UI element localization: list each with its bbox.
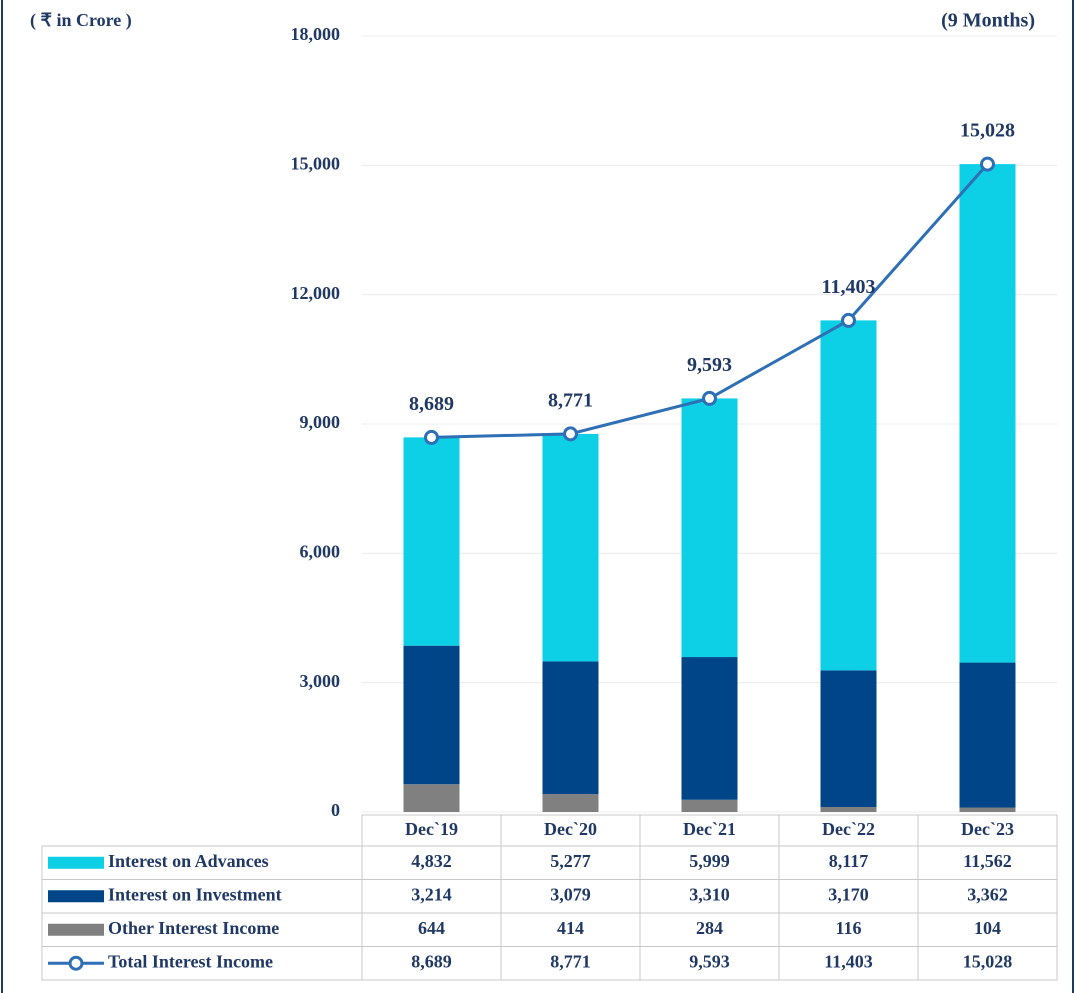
y-tick-label: 3,000 <box>300 671 341 691</box>
table-value: 414 <box>557 918 584 938</box>
table-value: 3,170 <box>828 884 869 904</box>
bar-segment <box>820 806 877 812</box>
x-tick-label: Dec`23 <box>961 819 1014 839</box>
bar-segment <box>403 784 460 812</box>
line-marker <box>563 426 578 442</box>
bar-segment <box>403 645 460 785</box>
bar-segment <box>681 799 738 812</box>
legend-swatch <box>48 923 104 936</box>
table-cell <box>917 946 1058 981</box>
bar-segment <box>820 670 877 807</box>
table-value: 11,403 <box>824 951 873 971</box>
bar-segment <box>681 657 738 800</box>
bar-segment <box>403 437 460 646</box>
bar-segment <box>959 662 1016 808</box>
legend-swatch <box>48 890 104 903</box>
bar-segment <box>681 398 738 658</box>
unit-label: ( ₹ in Crore ) <box>30 10 132 31</box>
legend-swatch <box>48 856 104 869</box>
table-value: 3,079 <box>550 884 591 904</box>
bar-segment <box>820 320 877 671</box>
y-tick-label: 15,000 <box>291 153 341 173</box>
bar-segment <box>542 794 599 812</box>
table-value: 3,214 <box>411 884 452 904</box>
line-marker <box>702 390 717 406</box>
table-value: 5,999 <box>689 851 730 871</box>
table-value: 644 <box>418 918 445 938</box>
bar-segment <box>959 164 1016 663</box>
y-tick-label: 9,000 <box>300 412 341 432</box>
table-value: 5,277 <box>550 851 591 871</box>
table-value: 9,593 <box>689 951 730 971</box>
legend-label: Interest on Investment <box>108 884 282 904</box>
data-label: 9,593 <box>687 354 732 376</box>
y-tick-label: 12,000 <box>291 283 341 303</box>
annotation: (9 Months) <box>941 10 1035 32</box>
table-value: 8,117 <box>829 851 869 871</box>
legend-marker <box>68 955 84 971</box>
table-value: 8,771 <box>550 951 591 971</box>
x-tick-label: Dec`21 <box>683 819 736 839</box>
table-value: 4,832 <box>411 851 452 871</box>
legend-label: Total Interest Income <box>108 951 273 971</box>
table-value: 116 <box>835 918 861 938</box>
bar-segment <box>542 433 599 662</box>
data-label: 8,771 <box>548 389 593 411</box>
data-label: 15,028 <box>960 120 1015 142</box>
y-tick-label: 6,000 <box>300 541 341 561</box>
table-value: 15,028 <box>963 951 1013 971</box>
legend-label: Interest on Advances <box>108 851 269 871</box>
table-value: 104 <box>974 918 1001 938</box>
table-value: 284 <box>696 918 723 938</box>
line-marker <box>980 156 995 172</box>
table-value: 11,562 <box>963 851 1012 871</box>
x-tick-label: Dec`20 <box>544 819 597 839</box>
y-tick-label: 0 <box>331 800 340 820</box>
x-tick-label: Dec`22 <box>822 819 875 839</box>
bar-segment <box>959 807 1016 812</box>
line-marker <box>424 429 439 445</box>
table-value: 3,362 <box>967 884 1008 904</box>
legend-label: Other Interest Income <box>108 918 279 938</box>
table-value: 3,310 <box>689 884 730 904</box>
x-tick-label: Dec`19 <box>405 819 458 839</box>
y-tick-label: 18,000 <box>291 24 341 44</box>
data-label: 8,689 <box>409 393 454 415</box>
table-value: 8,689 <box>411 951 452 971</box>
bar-segment <box>542 661 599 795</box>
data-label: 11,403 <box>822 276 876 298</box>
line-marker <box>841 312 856 328</box>
